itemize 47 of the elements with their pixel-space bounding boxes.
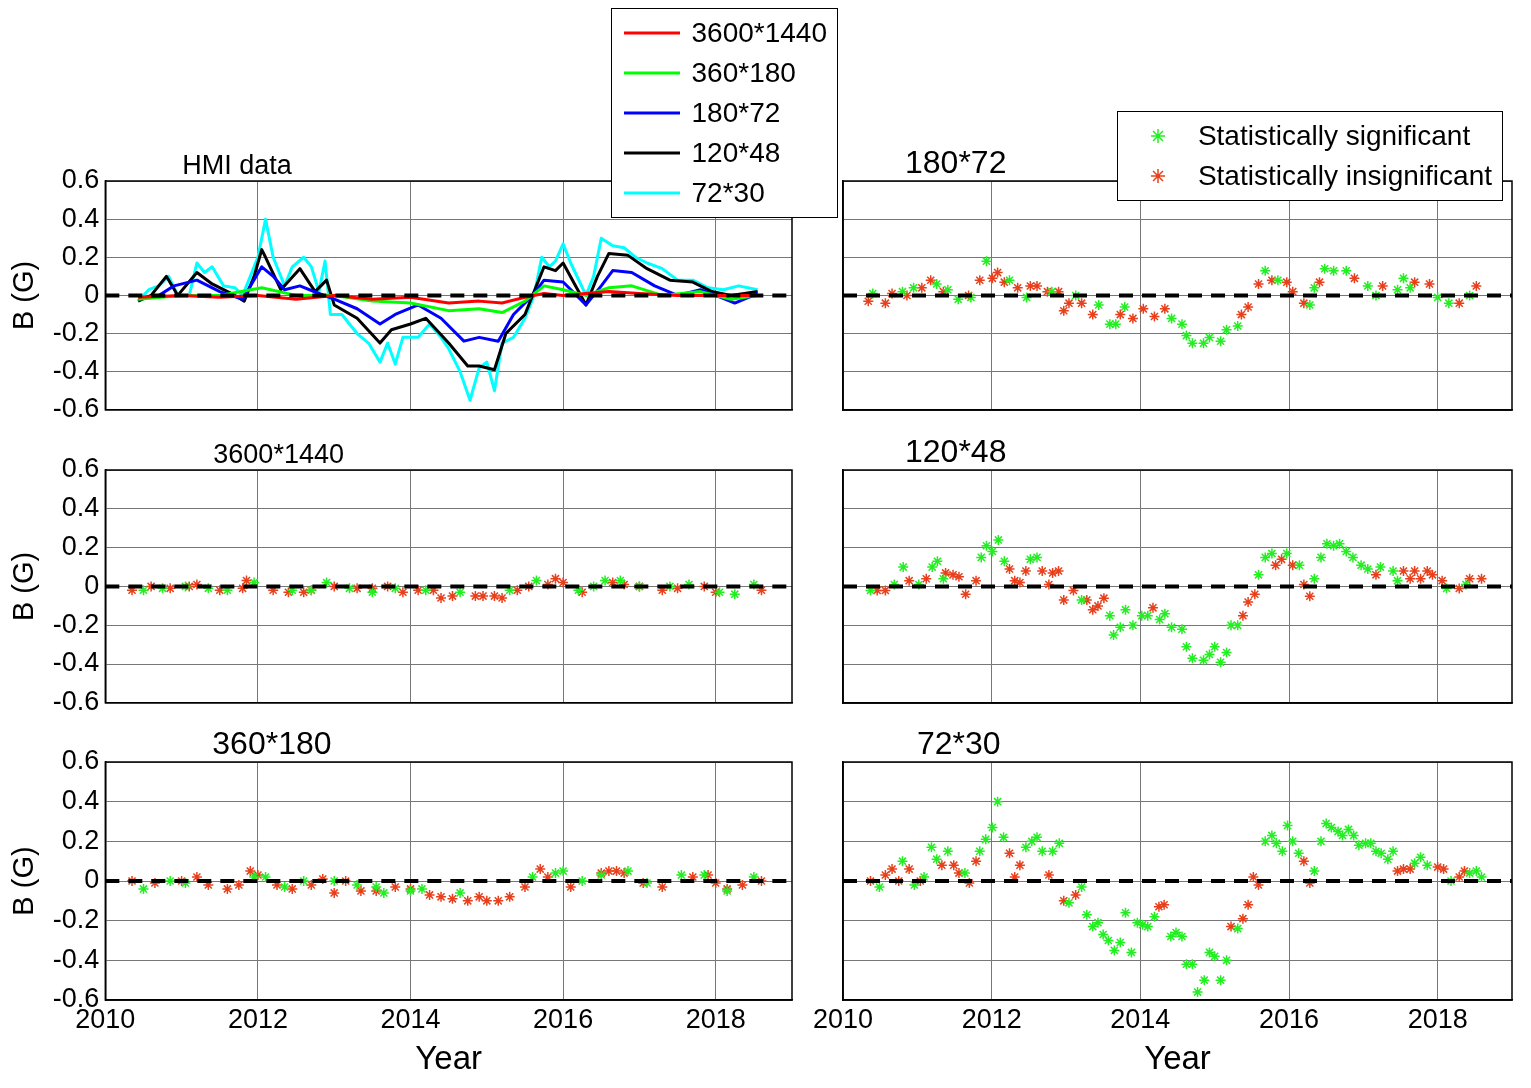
y-tick-label: -0.2 [52,904,100,935]
y-tick-label: 0.4 [61,492,100,523]
chart-title: 180*72 [905,143,1007,180]
chart-title: 3600*1440 [213,438,344,469]
legend-label: 120*48 [691,137,781,169]
y-tick-label: 0.6 [61,745,100,776]
y-tick-label: 0.2 [61,824,100,855]
chart-title: 120*48 [905,432,1007,469]
y-tick-label: -0.4 [52,647,100,678]
legend-label: 3600*1440 [691,17,827,49]
y-axis-title: B (G) [7,551,40,622]
y-tick-label: -0.6 [52,686,100,717]
y-tick-label: -0.2 [52,608,100,639]
x-tick-label: 2014 [380,1003,441,1034]
x-tick-label: 2012 [227,1003,288,1034]
y-tick-label: 0 [84,864,100,895]
y-tick-label: 0.2 [61,531,100,562]
y-tick-label: 0.4 [61,785,100,816]
x-tick-label: 2010 [812,1003,874,1034]
legend-label: 180*72 [691,97,781,129]
legend-label: Statistically significant [1197,120,1471,152]
y-axis-title: B (G) [7,260,40,331]
x-tick-label: 2016 [1258,1003,1320,1034]
y-tick-label: 0.6 [61,164,100,195]
y-tick-label: -0.6 [52,393,100,424]
y-tick-label: 0.4 [61,202,100,233]
y-tick-label: 0 [84,569,100,600]
legend-label: 360*180 [691,57,796,89]
y-tick-label: -0.4 [52,355,100,386]
y-tick-label: 0.2 [61,240,100,271]
x-tick-label: 2012 [961,1003,1022,1034]
x-tick-label: 2014 [1110,1003,1171,1034]
x-tick-label: 2016 [533,1003,594,1034]
chart-title: HMI data [182,149,293,180]
x-tick-label: 2018 [685,1003,746,1034]
y-tick-label: 0 [84,278,100,309]
x-tick-label: 2018 [1407,1003,1468,1034]
legend-label: 72*30 [691,177,765,209]
x-axis-title: Year [415,1039,483,1077]
y-axis-title: B (G) [7,846,40,916]
chart-title: 360*180 [212,724,332,761]
y-tick-label: -0.4 [52,943,100,974]
legend-label: Statistically insignificant [1197,160,1492,192]
y-tick-label: -0.2 [52,316,100,347]
y-tick-label: 0.6 [61,453,100,484]
chart-title: 72*30 [917,724,1001,761]
x-axis-title: Year [1144,1039,1211,1077]
